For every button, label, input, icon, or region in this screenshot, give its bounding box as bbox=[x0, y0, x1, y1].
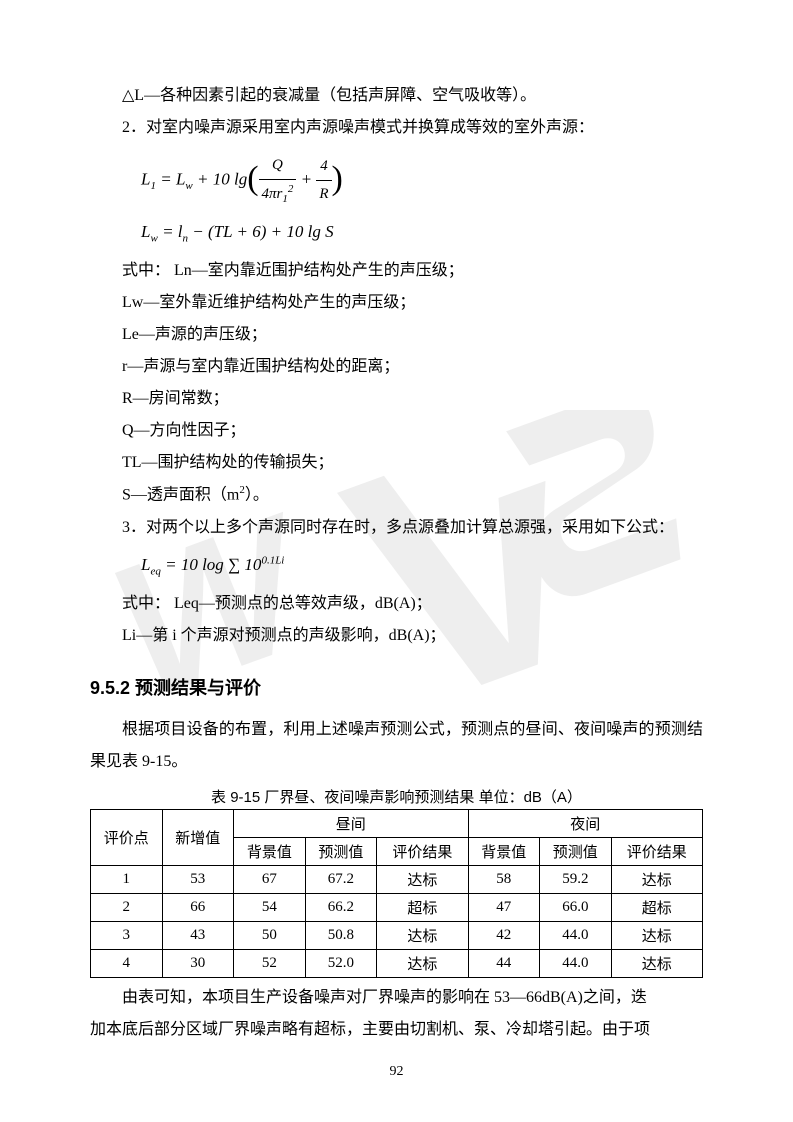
noise-table: 评价点 新增值 昼间 夜间 背景值 预测值 评价结果 背景值 预测值 评价结果 … bbox=[90, 809, 703, 978]
th-point: 评价点 bbox=[91, 809, 163, 865]
table-row: 1 53 67 67.2 达标 58 59.2 达标 bbox=[91, 865, 703, 893]
text-dl-definition: △L—各种因素引起的衰减量（包括声屏障、空气吸收等）。 bbox=[90, 80, 703, 112]
th-night: 夜间 bbox=[468, 809, 702, 837]
equation-2: Lw = ln − (TL + 6) + 10 lg S bbox=[141, 217, 703, 249]
text-def-le: Le—声源的声压级； bbox=[90, 319, 703, 351]
text-def-r: r—声源与室内靠近围护结构处的距离； bbox=[90, 351, 703, 383]
table-row: 3 43 50 50.8 达标 42 44.0 达标 bbox=[91, 921, 703, 949]
text-def-rr: R—房间常数； bbox=[90, 383, 703, 415]
text-after-table-2: 加本底后部分区域厂界噪声略有超标，主要由切割机、泵、冷却塔引起。由于项 bbox=[90, 1014, 703, 1046]
text-def-leq: 式中： Leq—预测点的总等效声级，dB(A)； bbox=[90, 588, 703, 620]
table-header-row-1: 评价点 新增值 昼间 夜间 bbox=[91, 809, 703, 837]
th-day: 昼间 bbox=[234, 809, 468, 837]
heading-9-5-2: 9.5.2 预测结果与评价 bbox=[90, 674, 703, 700]
th-added: 新增值 bbox=[162, 809, 234, 865]
th-night-pred: 预测值 bbox=[540, 837, 612, 865]
th-day-bg: 背景值 bbox=[234, 837, 306, 865]
text-def-s: S—透声面积（m2）。 bbox=[90, 479, 703, 511]
page-content: △L—各种因素引起的衰减量（包括声屏障、空气吸收等）。 2．对室内噪声源采用室内… bbox=[0, 0, 793, 1106]
th-day-res: 评价结果 bbox=[377, 837, 468, 865]
text-result-intro: 根据项目设备的布置，利用上述噪声预测公式，预测点的昼间、夜间噪声的预测结果见表 … bbox=[90, 714, 703, 778]
table-row: 4 30 52 52.0 达标 44 44.0 达标 bbox=[91, 949, 703, 977]
text-after-table-1: 由表可知，本项目生产设备噪声对厂界噪声的影响在 53—66dB(A)之间，迭 bbox=[90, 982, 703, 1014]
text-def-ln: 式中： Ln—室内靠近围护结构处产生的声压级； bbox=[90, 255, 703, 287]
text-def-li: Li—第 i 个声源对预测点的声级影响，dB(A)； bbox=[90, 620, 703, 652]
text-def-lw: Lw—室外靠近维护结构处产生的声压级； bbox=[90, 287, 703, 319]
text-item-3: 3．对两个以上多个声源同时存在时，多点源叠加计算总源强，采用如下公式： bbox=[90, 512, 703, 544]
equation-1: L1 = Lw + 10 lg(Q4πr12 + 4R) bbox=[141, 150, 703, 211]
table-row: 2 66 54 66.2 超标 47 66.0 超标 bbox=[91, 893, 703, 921]
text-def-q: Q—方向性因子； bbox=[90, 415, 703, 447]
text-item-2: 2．对室内噪声源采用室内声源噪声模式并换算成等效的室外声源： bbox=[90, 112, 703, 144]
equation-3: Leq = 10 log ∑ 100.1Li bbox=[141, 550, 703, 582]
table-caption: 表 9-15 厂界昼、夜间噪声影响预测结果 单位：dB（A） bbox=[90, 786, 703, 807]
th-night-res: 评价结果 bbox=[611, 837, 702, 865]
text-def-tl: TL—围护结构处的传输损失； bbox=[90, 447, 703, 479]
th-night-bg: 背景值 bbox=[468, 837, 540, 865]
th-day-pred: 预测值 bbox=[305, 837, 377, 865]
